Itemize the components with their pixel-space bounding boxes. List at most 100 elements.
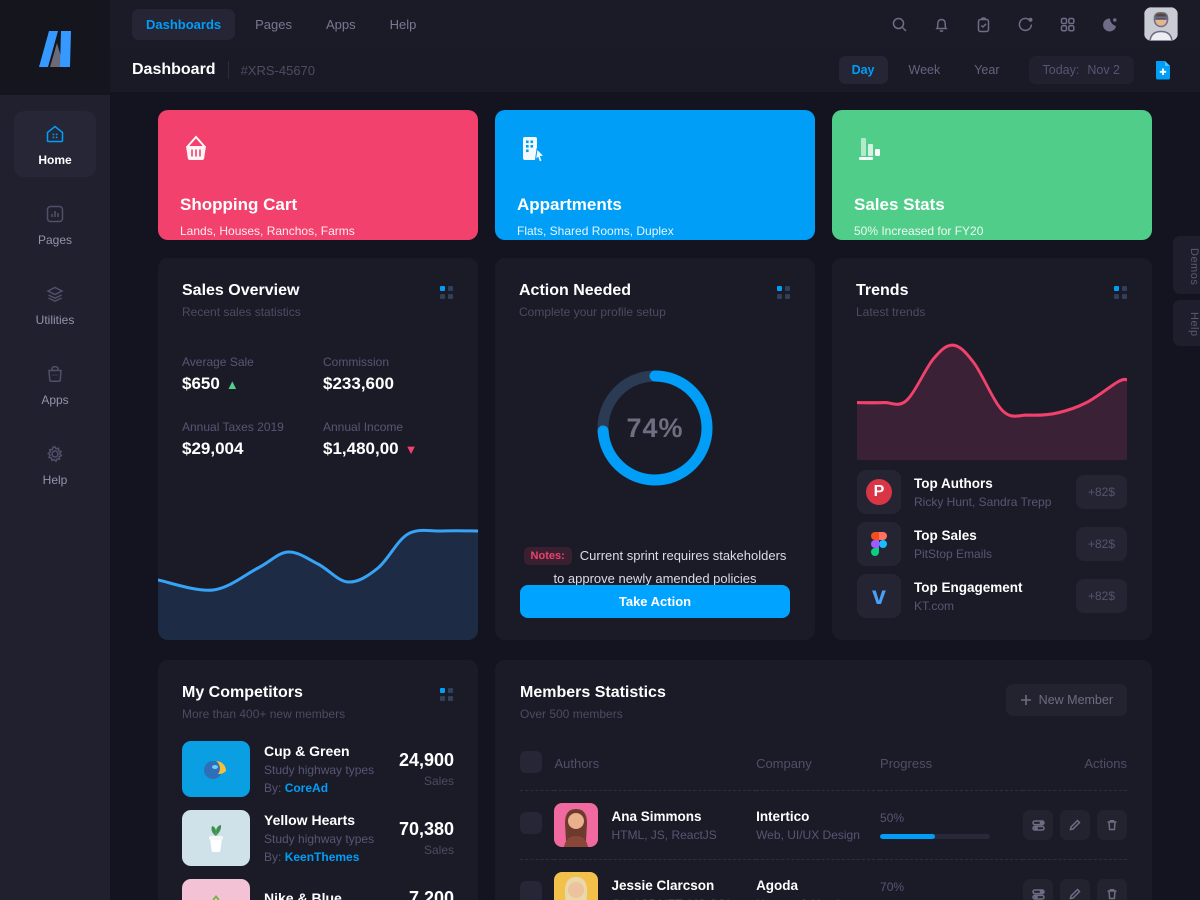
card-menu-icon[interactable] — [439, 285, 454, 305]
range-tab-day[interactable]: Day — [838, 56, 888, 84]
trend-up-icon: ▲ — [225, 376, 239, 392]
card-menu-icon[interactable] — [776, 285, 791, 305]
settings-toggle-button[interactable] — [1023, 879, 1053, 900]
banner-shopping-cart[interactable]: Shopping Cart Lands, Houses, Ranchos, Fa… — [158, 110, 478, 240]
plus-icon — [1020, 695, 1031, 705]
chart-square-icon — [46, 205, 64, 223]
banner-appartments[interactable]: Appartments Flats, Shared Rooms, Duplex — [495, 110, 815, 240]
banner-title: Shopping Cart — [180, 195, 298, 214]
amount-badge: +82$ — [1075, 475, 1127, 509]
card-title: My Competitors — [182, 684, 303, 701]
banner-title: Sales Stats — [854, 195, 945, 214]
settings-toggle-button[interactable] — [1023, 810, 1053, 840]
widgets-row: Sales Overview Recent sales statistics A… — [158, 258, 1152, 640]
stat-annual-taxes: Annual Taxes 2019 $29,004 — [182, 420, 284, 458]
row-checkbox[interactable] — [520, 811, 542, 834]
date-range-controls: Day Week Year Today: Nov 2 — [838, 56, 1174, 84]
trends-card: Trends Latest trends P Top Authors Ricky… — [832, 258, 1152, 640]
card-title: Trends — [856, 282, 909, 299]
select-all-checkbox[interactable] — [520, 751, 542, 773]
notes-badge: Notes: — [523, 547, 572, 565]
sidebar-item-help[interactable]: Help — [14, 431, 96, 497]
sales-count: 70,380 — [398, 819, 454, 839]
layers-icon — [46, 286, 64, 303]
nav-pages[interactable]: Pages — [255, 16, 293, 32]
competitor-link[interactable]: CoreAd — [284, 781, 329, 795]
sidebar-item-pages[interactable]: Pages — [14, 191, 96, 257]
edge-tab-demos[interactable]: Demos — [1173, 236, 1200, 294]
stat-annual-income: Annual Income $1,480,00 ▼ — [323, 420, 418, 458]
building-pointer-icon — [523, 137, 546, 163]
sidebar-item-home[interactable]: Home — [14, 111, 96, 177]
title-divider — [227, 61, 229, 79]
card-subtitle: More than 400+ new members — [182, 707, 346, 721]
list-item-top-engagement[interactable]: v Top Engagement KT.com +82$ — [857, 574, 1127, 618]
competitor-row[interactable]: Yellow Hearts Study highway types By: Ke… — [182, 810, 454, 866]
apps-grid-icon[interactable] — [1058, 15, 1077, 34]
range-tab-year[interactable]: Year — [974, 63, 1000, 77]
bar-chart-icon — [859, 138, 880, 160]
card-subtitle: Recent sales statistics — [182, 305, 301, 319]
gear-icon — [47, 445, 63, 463]
table-row: Jessie Clarcson C#, ASP.NET, MS SQL Agod… — [520, 859, 1127, 900]
cup-thumbnail — [182, 741, 250, 797]
activity-ring-icon[interactable] — [1016, 15, 1035, 34]
tasks-clipboard-icon[interactable] — [974, 15, 993, 34]
notifications-bell-icon[interactable] — [932, 15, 951, 34]
topbar-icons — [890, 7, 1178, 41]
list-item-top-authors[interactable]: P Top Authors Ricky Hunt, Sandra Trepp +… — [857, 470, 1127, 514]
logo-m-icon — [39, 30, 71, 67]
card-title: Sales Overview — [182, 282, 300, 299]
column-actions: Actions — [1023, 743, 1127, 791]
delete-trash-button[interactable] — [1097, 879, 1127, 900]
amount-badge: +82$ — [1075, 579, 1127, 613]
delete-trash-button[interactable] — [1097, 810, 1127, 840]
competitor-row[interactable]: Cup & Green Study highway types By: Core… — [182, 741, 454, 797]
take-action-button[interactable]: Take Action — [520, 585, 790, 618]
row-checkbox[interactable] — [520, 880, 542, 900]
competitors-list: Cup & Green Study highway types By: Core… — [158, 721, 478, 900]
competitor-link[interactable]: KeenThemes — [284, 850, 360, 864]
card-menu-icon[interactable] — [1113, 285, 1128, 305]
edit-pencil-button[interactable] — [1060, 810, 1090, 840]
action-needed-card: Action Needed Complete your profile setu… — [495, 258, 815, 640]
competitor-row[interactable]: Nike & Blue Study highway types 7,200 Sa… — [182, 879, 454, 900]
dark-mode-moon-icon[interactable] — [1100, 15, 1119, 34]
file-plus-icon[interactable] — [1152, 58, 1174, 82]
amount-badge: +82$ — [1075, 527, 1127, 561]
stat-commission: Commission $233,600 — [323, 355, 394, 393]
plant-thumbnail — [182, 810, 250, 866]
card-subtitle: Over 500 members — [520, 707, 623, 721]
list-item-top-sales[interactable]: Top Sales PitStop Emails +82$ — [857, 522, 1127, 566]
brand-logo[interactable] — [0, 0, 110, 95]
member-name[interactable]: Jessie Clarcson — [611, 877, 715, 893]
search-icon[interactable] — [890, 15, 909, 34]
bottom-row: My Competitors More than 400+ new member… — [158, 660, 1152, 900]
new-member-button[interactable]: New Member — [1005, 684, 1127, 716]
sidebar-item-apps[interactable]: Apps — [14, 351, 96, 417]
sidebar-item-label: Utilities — [35, 313, 75, 327]
trends-list: P Top Authors Ricky Hunt, Sandra Trepp +… — [857, 470, 1127, 618]
member-name[interactable]: Ana Simmons — [611, 808, 702, 824]
card-menu-icon[interactable] — [439, 687, 454, 707]
today-date-button[interactable]: Today: Nov 2 — [1028, 56, 1134, 84]
column-company: Company — [756, 743, 881, 791]
nav-dashboards[interactable]: Dashboards — [132, 8, 236, 40]
nav-help[interactable]: Help — [389, 16, 417, 32]
members-statistics-card: Members Statistics Over 500 members New … — [495, 660, 1152, 900]
sidebar-item-label: Apps — [41, 393, 69, 407]
sidebar-item-utilities[interactable]: Utilities — [14, 271, 96, 337]
banner-sales-stats[interactable]: Sales Stats 50% Increased for FY20 — [832, 110, 1152, 240]
sales-area-chart — [158, 520, 478, 640]
nav-apps[interactable]: Apps — [326, 16, 356, 32]
user-avatar[interactable] — [1144, 7, 1178, 41]
member-avatar — [554, 872, 599, 900]
top-nav: Dashboards Pages Apps Help — [132, 8, 430, 40]
edit-pencil-button[interactable] — [1060, 879, 1090, 900]
sales-overview-card: Sales Overview Recent sales statistics A… — [158, 258, 478, 640]
trends-area-chart — [857, 340, 1127, 460]
shopping-bag-icon — [48, 365, 62, 383]
vimeo-logo-icon: v — [857, 574, 901, 618]
edge-tab-help[interactable]: Help — [1173, 300, 1200, 346]
range-tab-week[interactable]: Week — [908, 63, 941, 77]
